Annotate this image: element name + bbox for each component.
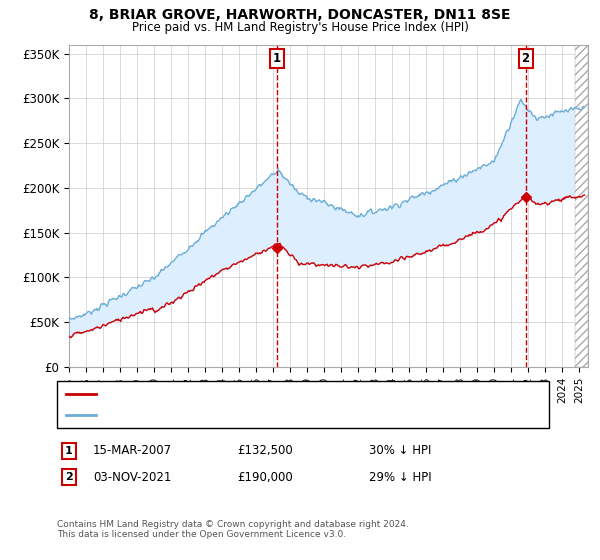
Text: 29% ↓ HPI: 29% ↓ HPI <box>369 470 431 484</box>
Text: Contains HM Land Registry data © Crown copyright and database right 2024.
This d: Contains HM Land Registry data © Crown c… <box>57 520 409 539</box>
Text: 1: 1 <box>65 446 73 456</box>
Text: 8, BRIAR GROVE, HARWORTH, DONCASTER, DN11 8SE: 8, BRIAR GROVE, HARWORTH, DONCASTER, DN1… <box>89 8 511 22</box>
Text: HPI: Average price, detached house, Bassetlaw: HPI: Average price, detached house, Bass… <box>100 410 346 420</box>
Text: £132,500: £132,500 <box>237 444 293 458</box>
Text: 8, BRIAR GROVE, HARWORTH, DONCASTER, DN11 8SE (detached house): 8, BRIAR GROVE, HARWORTH, DONCASTER, DN1… <box>100 389 478 399</box>
Text: 15-MAR-2007: 15-MAR-2007 <box>93 444 172 458</box>
Text: 30% ↓ HPI: 30% ↓ HPI <box>369 444 431 458</box>
Text: Price paid vs. HM Land Registry's House Price Index (HPI): Price paid vs. HM Land Registry's House … <box>131 21 469 34</box>
Text: 2: 2 <box>521 52 530 65</box>
Text: £190,000: £190,000 <box>237 470 293 484</box>
Text: 1: 1 <box>272 52 281 65</box>
Text: 03-NOV-2021: 03-NOV-2021 <box>93 470 172 484</box>
Text: 2: 2 <box>65 472 73 482</box>
